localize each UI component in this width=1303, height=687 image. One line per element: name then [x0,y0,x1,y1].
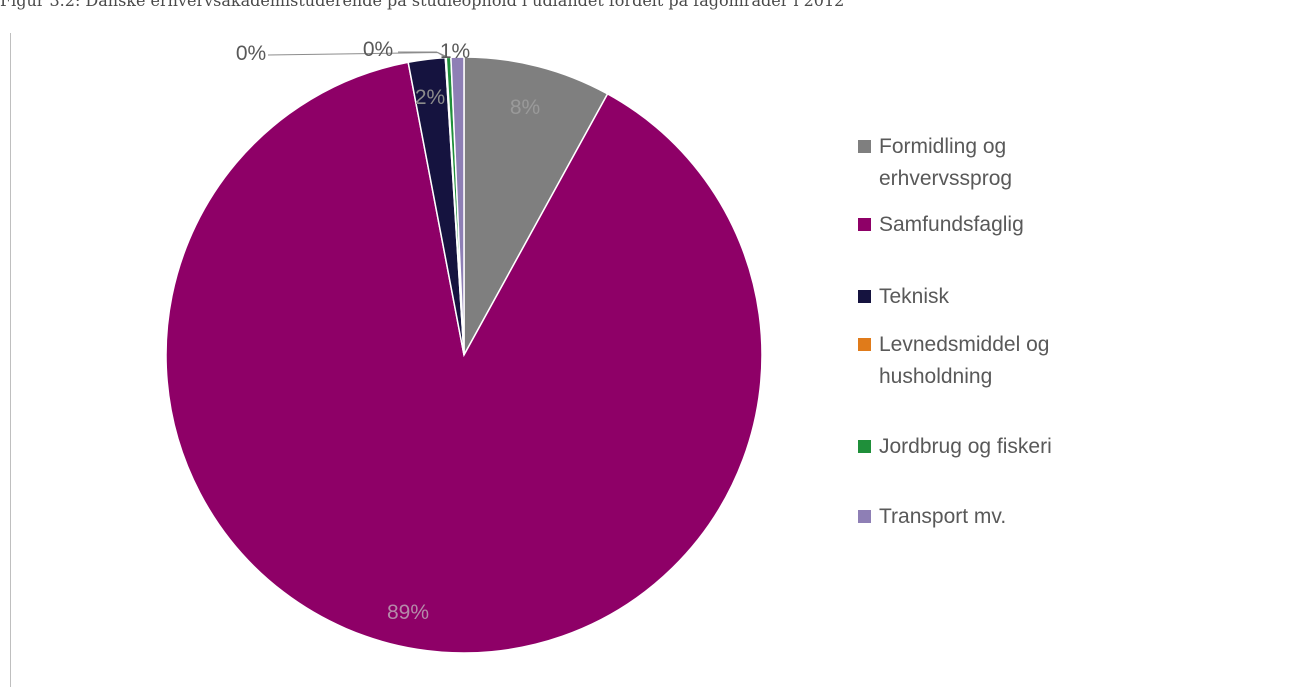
data-label-teknisk: 2% [415,86,445,109]
legend-swatch [858,440,871,453]
data-label-levnedsmiddel-og-husholdning: 0% [236,42,266,65]
chart-border [10,33,11,687]
data-label-samfundsfaglig: 89% [387,601,429,624]
chart-area: 8% 89% 2% 0% 0% 1% Formidling og erhvervsspro… [0,13,1303,687]
legend-label: Teknisk [879,285,950,308]
legend-label: Transport mv. [879,505,1007,528]
figure-caption: Figur 3.2: Danske erhvervsakademistudere… [0,0,845,10]
legend-swatch [858,140,871,153]
legend-swatch [858,510,871,523]
pie-slice-transport-mv [450,56,465,356]
data-label-transport-mv: 1% [440,40,470,63]
data-label-jordbrug-og-fiskeri: 0% [363,38,393,61]
legend-swatch [858,338,871,351]
pie-chart: 8% 89% 2% 0% 0% 1% [165,38,763,654]
pie-slice-samfundsfaglig [165,61,763,654]
data-label-formidling-og-erhvervssprog: 8% [510,96,540,119]
leader-line-levnedsmiddel-og-husholdning [267,52,447,58]
legend-label: Levnedsmiddel og husholdning [879,333,1050,388]
legend-label: Jordbrug og fiskeri [879,435,1052,458]
legend-swatch [858,218,871,231]
legend-label: Formidling og erhvervssprog [879,135,1013,190]
legend-label: Samfundsfaglig [879,213,1024,236]
leader-line-jordbrug-og-fiskeri [398,51,449,58]
legend-swatch [858,290,871,303]
pie-slice-formidling-og-erhvervssprog [463,56,609,356]
